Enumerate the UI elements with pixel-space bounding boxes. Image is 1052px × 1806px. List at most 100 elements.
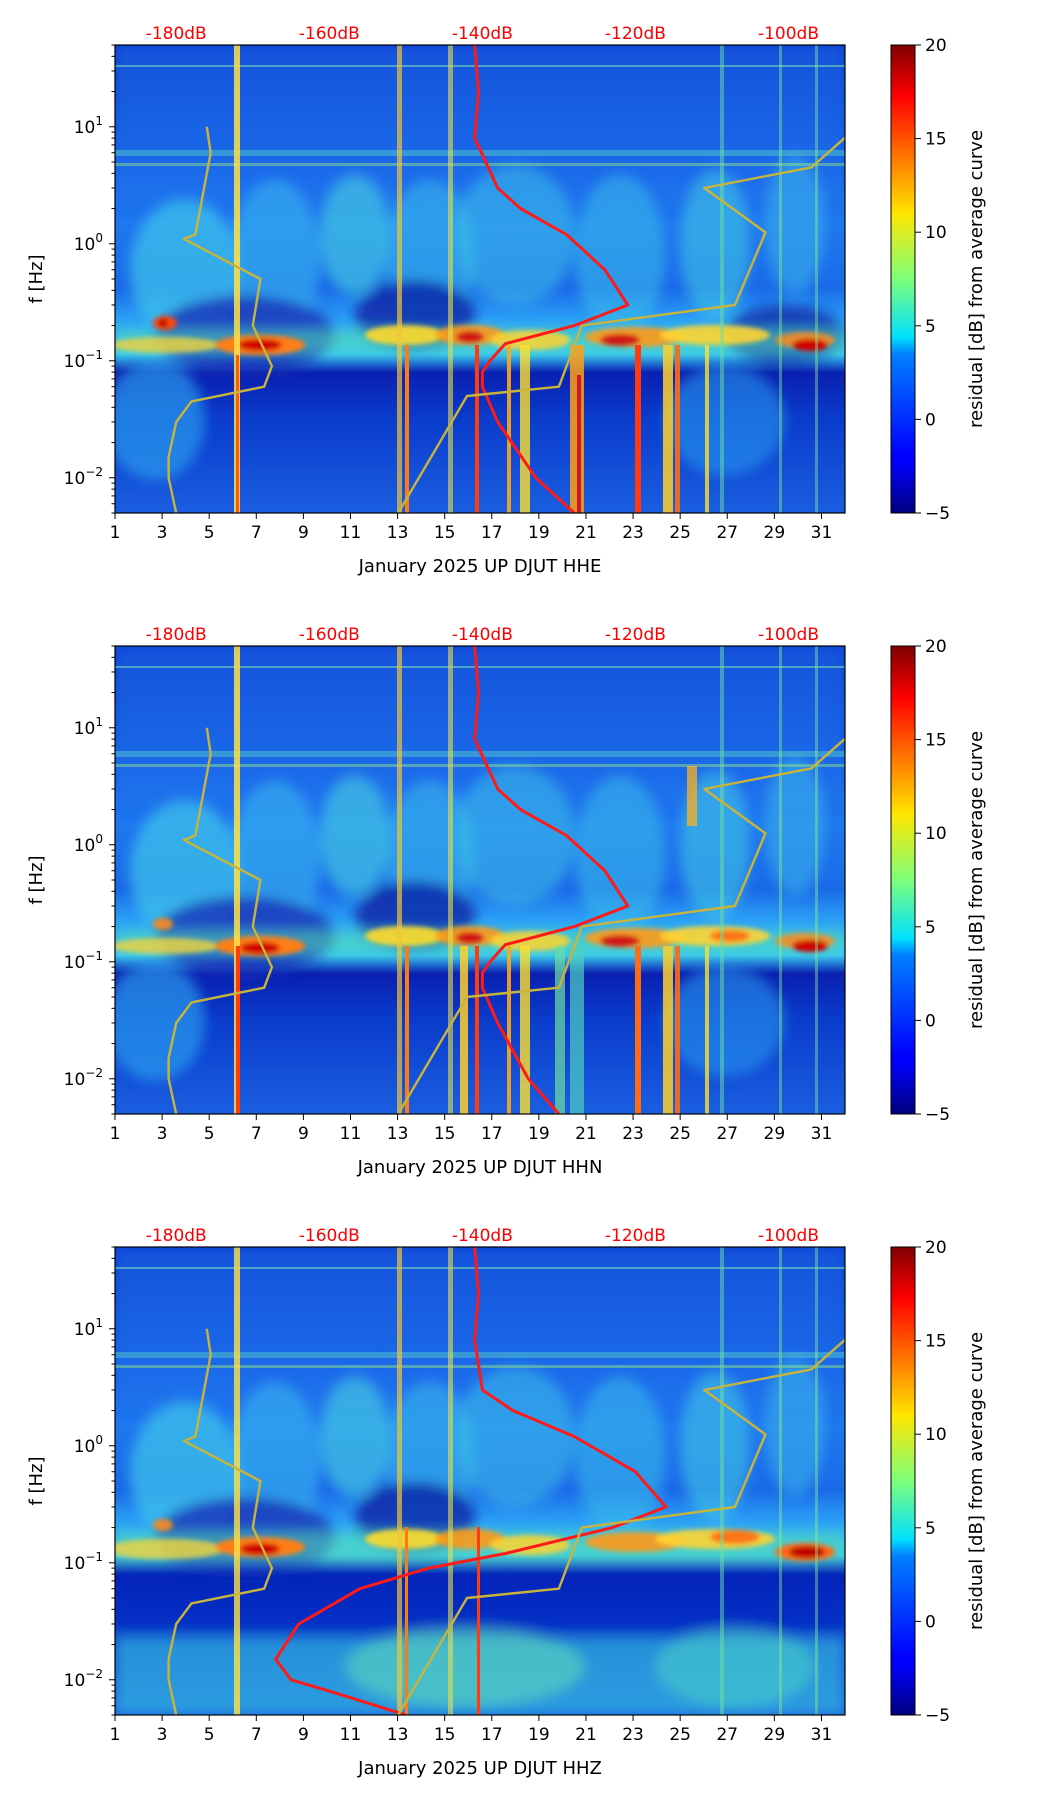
- db-tick-label: -120dB: [605, 625, 666, 645]
- db-tick-label: -160dB: [299, 24, 360, 44]
- y-tick-label: 10−1: [64, 949, 103, 973]
- colorbar-tick-label: 0: [925, 410, 936, 430]
- panel-hhn: 1 3 5 7 9 11 13 15 17 19 21 23 25 27 29 31 10−210−11001…: [26, 625, 987, 1178]
- x-tick-label: 17: [481, 523, 503, 543]
- x-tick-label: 21: [575, 1725, 597, 1745]
- colorbar-tick-label: 20: [925, 1238, 947, 1258]
- x-tick-label: 1: [110, 1124, 121, 1144]
- db-tick-label: -100dB: [758, 1226, 819, 1246]
- x-tick-label: 27: [716, 1725, 738, 1745]
- colorbar-label: residual [dB] from average curve: [966, 731, 987, 1029]
- noise-model-line: [167, 1328, 274, 1715]
- colorbar-tick-label: −5: [925, 504, 950, 524]
- x-tick-label: 13: [387, 1124, 409, 1144]
- y-tick-label: 101: [74, 715, 103, 739]
- noise-model-line: [397, 737, 845, 1114]
- y-tick-label: 100: [74, 231, 103, 255]
- x-tick-label: 23: [622, 1725, 644, 1745]
- x-tick-label: 27: [716, 523, 738, 543]
- x-tick-label: 19: [528, 1124, 550, 1144]
- x-tick-label: 29: [764, 1124, 786, 1144]
- x-axis-label: January 2025 UP DJUT HHN: [357, 1157, 603, 1178]
- x-tick-label: 9: [298, 1124, 309, 1144]
- average-curve-line: [473, 45, 630, 513]
- colorbar-tick-label: 10: [925, 824, 947, 844]
- x-tick-label: 25: [669, 1725, 691, 1745]
- x-tick-label: 5: [204, 523, 215, 543]
- colorbar: [890, 1246, 916, 1716]
- x-tick-label: 17: [481, 1725, 503, 1745]
- x-tick-label: 13: [387, 1725, 409, 1745]
- x-tick-label: 3: [157, 1725, 168, 1745]
- colorbar-tick-label: 15: [925, 130, 947, 150]
- x-tick-label: 9: [298, 523, 309, 543]
- noise-model-line: [167, 727, 274, 1114]
- x-tick-label: 19: [528, 1725, 550, 1745]
- colorbar-tick-label: 10: [925, 1425, 947, 1445]
- x-tick-label: 23: [622, 523, 644, 543]
- x-axis-label: January 2025 UP DJUT HHZ: [357, 1758, 602, 1779]
- x-tick-label: 3: [157, 523, 168, 543]
- x-tick-label: 17: [481, 1124, 503, 1144]
- average-curve-line: [274, 1247, 668, 1715]
- x-tick-label: 3: [157, 1124, 168, 1144]
- colorbar: [890, 645, 916, 1115]
- x-tick-label: 7: [251, 523, 262, 543]
- spectrogram-heatmap: [115, 646, 845, 1114]
- db-tick-label: -180dB: [146, 24, 207, 44]
- x-tick-label: 29: [764, 523, 786, 543]
- x-tick-label: 31: [811, 523, 833, 543]
- y-axis-label: f [Hz]: [26, 855, 47, 904]
- x-tick-label: 7: [251, 1124, 262, 1144]
- db-tick-label: -180dB: [146, 1226, 207, 1246]
- x-tick-label: 23: [622, 1124, 644, 1144]
- colorbar-tick-label: 15: [925, 731, 947, 751]
- colorbar-tick-label: 0: [925, 1612, 936, 1632]
- x-tick-label: 31: [811, 1124, 833, 1144]
- x-tick-label: 5: [204, 1124, 215, 1144]
- colorbar-label: residual [dB] from average curve: [966, 1332, 987, 1630]
- panel-hhz: 1 3 5 7 9 11 13 15 17 19 21 23 25 27 29 31 10−210−11001…: [26, 1226, 987, 1779]
- x-tick-label: 19: [528, 523, 550, 543]
- x-axis-label: January 2025 UP DJUT HHE: [358, 556, 602, 577]
- colorbar-tick-label: 20: [925, 637, 947, 657]
- db-tick-label: -160dB: [299, 625, 360, 645]
- y-tick-label: 10−1: [64, 348, 103, 372]
- db-tick-label: -140dB: [452, 24, 513, 44]
- y-tick-label: 100: [74, 1433, 103, 1457]
- db-tick-label: -120dB: [605, 1226, 666, 1246]
- x-tick-label: 15: [434, 1725, 456, 1745]
- x-tick-label: 9: [298, 1725, 309, 1745]
- db-tick-label: -160dB: [299, 1226, 360, 1246]
- x-tick-label: 31: [811, 1725, 833, 1745]
- y-tick-label: 10−1: [64, 1550, 103, 1574]
- db-tick-label: -180dB: [146, 625, 207, 645]
- y-tick-label: 10−2: [64, 465, 103, 489]
- x-tick-label: 11: [340, 1725, 362, 1745]
- y-axis-label: f [Hz]: [26, 254, 47, 303]
- db-tick-label: -100dB: [758, 24, 819, 44]
- y-tick-label: 10−2: [64, 1066, 103, 1090]
- x-tick-label: 15: [434, 1124, 456, 1144]
- noise-model-line: [397, 136, 845, 513]
- colorbar-label: residual [dB] from average curve: [966, 130, 987, 428]
- x-tick-label: 7: [251, 1725, 262, 1745]
- x-tick-label: 5: [204, 1725, 215, 1745]
- colorbar-tick-label: 10: [925, 223, 947, 243]
- colorbar-tick-label: −5: [925, 1105, 950, 1125]
- spectrogram-heatmap: [115, 45, 845, 513]
- y-axis-label: f [Hz]: [26, 1456, 47, 1505]
- y-tick-label: 101: [74, 1316, 103, 1340]
- colorbar-tick-label: 20: [925, 36, 947, 56]
- colorbar: [890, 44, 916, 514]
- x-tick-label: 13: [387, 523, 409, 543]
- noise-model-line: [397, 1338, 845, 1715]
- x-tick-label: 25: [669, 1124, 691, 1144]
- y-tick-label: 101: [74, 114, 103, 138]
- y-tick-label: 10−2: [64, 1667, 103, 1691]
- x-tick-label: 1: [110, 1725, 121, 1745]
- colorbar-tick-label: 5: [925, 317, 936, 337]
- y-tick-label: 100: [74, 832, 103, 856]
- colorbar-tick-label: 5: [925, 1519, 936, 1539]
- x-tick-label: 11: [340, 523, 362, 543]
